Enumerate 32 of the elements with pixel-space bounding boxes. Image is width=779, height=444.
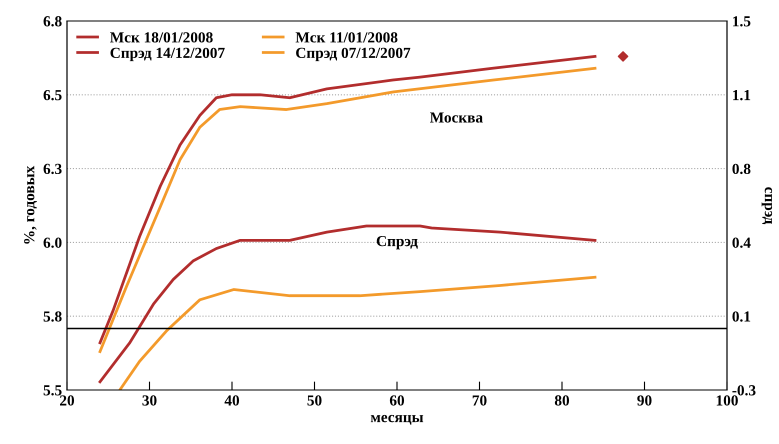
y-axis-title: %, годовых xyxy=(24,166,37,244)
legend-label: Спрэд 14/12/2007 xyxy=(110,48,225,62)
line-series xyxy=(98,224,596,384)
y2-tick-label: 1.1 xyxy=(733,90,750,100)
y2-tick-label: -0.3 xyxy=(732,385,756,396)
y2-tick-label: 1.5 xyxy=(733,16,750,27)
x-tick-label: 60 xyxy=(390,395,404,406)
y2-tick-label: 0.4 xyxy=(732,238,751,248)
y-tick-label: 6.5 xyxy=(44,90,62,100)
y2-tick-label: 0.8 xyxy=(732,164,750,174)
x-tick-label: 100 xyxy=(716,395,738,406)
x-tick-label: 50 xyxy=(307,395,322,406)
x-tick-label: 20 xyxy=(60,395,74,406)
x-tick-label: 70 xyxy=(472,395,487,406)
legend-label: Спрэд 07/12/2007 xyxy=(296,48,410,62)
legend-label: Мск 11/01/2008 xyxy=(296,32,398,43)
y-tick-label: 6.3 xyxy=(44,164,62,174)
legend-label: Мск 18/01/2008 xyxy=(110,32,213,43)
y-tick-label: 6.8 xyxy=(44,16,62,27)
line-series xyxy=(118,276,596,390)
y-tick-label: 5.5 xyxy=(44,385,62,396)
y-tick-label: 5.8 xyxy=(44,311,62,322)
y2-tick-label: 0.1 xyxy=(732,311,750,322)
x-tick-label: 90 xyxy=(637,395,652,406)
annotation: Москва xyxy=(430,112,483,123)
x-axis-title: месяцы xyxy=(370,414,424,425)
y-tick-label: 6.0 xyxy=(44,238,62,248)
x-tick-label: 80 xyxy=(554,395,570,406)
annotation: Спрэд xyxy=(376,236,418,250)
y2-axis-title: спрэд xyxy=(762,187,772,224)
x-tick-label: 30 xyxy=(142,395,157,406)
x-tick-label: 40 xyxy=(224,395,240,406)
